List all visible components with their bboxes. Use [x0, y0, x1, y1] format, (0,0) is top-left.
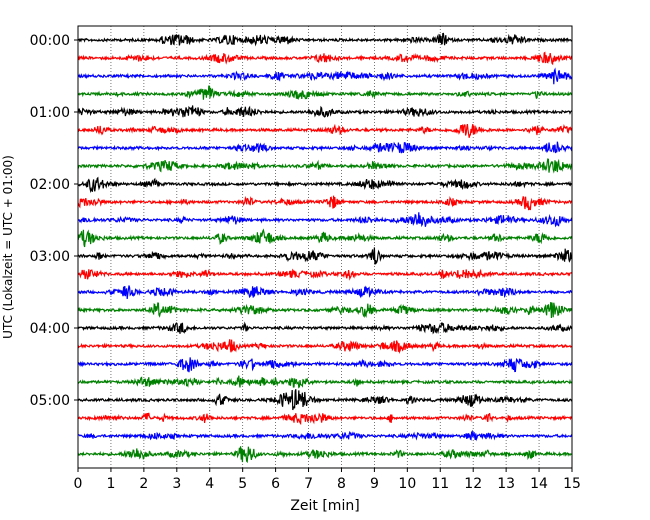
- x-tick-label: 4: [205, 476, 214, 492]
- y-tick-label: 03:00: [30, 249, 70, 265]
- trace-layer: [77, 32, 573, 464]
- trace-line: [77, 247, 573, 265]
- trace-line: [77, 285, 573, 299]
- y-tick-label: 01:00: [30, 105, 70, 121]
- x-tick-label: 14: [530, 476, 548, 492]
- trace-line: [77, 67, 573, 85]
- x-tick-label: 3: [172, 476, 181, 492]
- trace-line: [77, 176, 572, 194]
- x-tick-label: 12: [464, 476, 482, 492]
- y-tick-label: 00:00: [30, 33, 70, 49]
- trace-line: [77, 429, 573, 442]
- trace-line: [77, 158, 573, 174]
- x-axis: 0 1 2 3 4 5 6 7 8 9 10 11 12 13 14 15: [74, 468, 581, 492]
- x-tick-label: 1: [106, 476, 115, 492]
- trace-line: [77, 302, 573, 319]
- y-tick-label: 04:00: [30, 321, 70, 337]
- trace-line: [77, 228, 573, 248]
- trace-line: [77, 339, 573, 354]
- y-axis: 00:00 01:00 02:00 03:00 04:00 05:00: [30, 33, 78, 409]
- x-axis-label: Zeit [min]: [290, 498, 359, 514]
- trace-line: [77, 32, 573, 47]
- x-tick-label: 15: [563, 476, 581, 492]
- x-tick-label: 9: [370, 476, 379, 492]
- trace-line: [77, 123, 573, 138]
- trace-line: [77, 412, 573, 426]
- trace-line: [77, 85, 573, 100]
- trace-line: [77, 195, 573, 211]
- x-tick-label: 13: [497, 476, 515, 492]
- trace-line: [77, 321, 573, 335]
- plot-frame: [77, 25, 573, 469]
- trace-line: [77, 141, 573, 154]
- trace-line: [77, 105, 573, 118]
- x-tick-label: 11: [431, 476, 449, 492]
- trace-line: [77, 446, 573, 464]
- trace-line: [77, 51, 573, 66]
- x-tick-label: 0: [74, 476, 83, 492]
- x-tick-label: 10: [398, 476, 416, 492]
- trace-line: [77, 212, 573, 228]
- trace-line: [77, 268, 573, 281]
- trace-line: [77, 375, 573, 389]
- x-tick-label: 2: [139, 476, 148, 492]
- trace-line: [77, 357, 573, 373]
- y-tick-label: 02:00: [30, 177, 70, 193]
- y-axis-label: UTC (Lokalzeit = UTC + 01:00): [1, 155, 15, 339]
- x-tick-label: 8: [337, 476, 346, 492]
- x-tick-label: 6: [271, 476, 280, 492]
- trace-line: [77, 389, 573, 411]
- x-tick-label: 5: [238, 476, 247, 492]
- y-tick-label: 05:00: [30, 393, 70, 409]
- x-tick-label: 7: [304, 476, 313, 492]
